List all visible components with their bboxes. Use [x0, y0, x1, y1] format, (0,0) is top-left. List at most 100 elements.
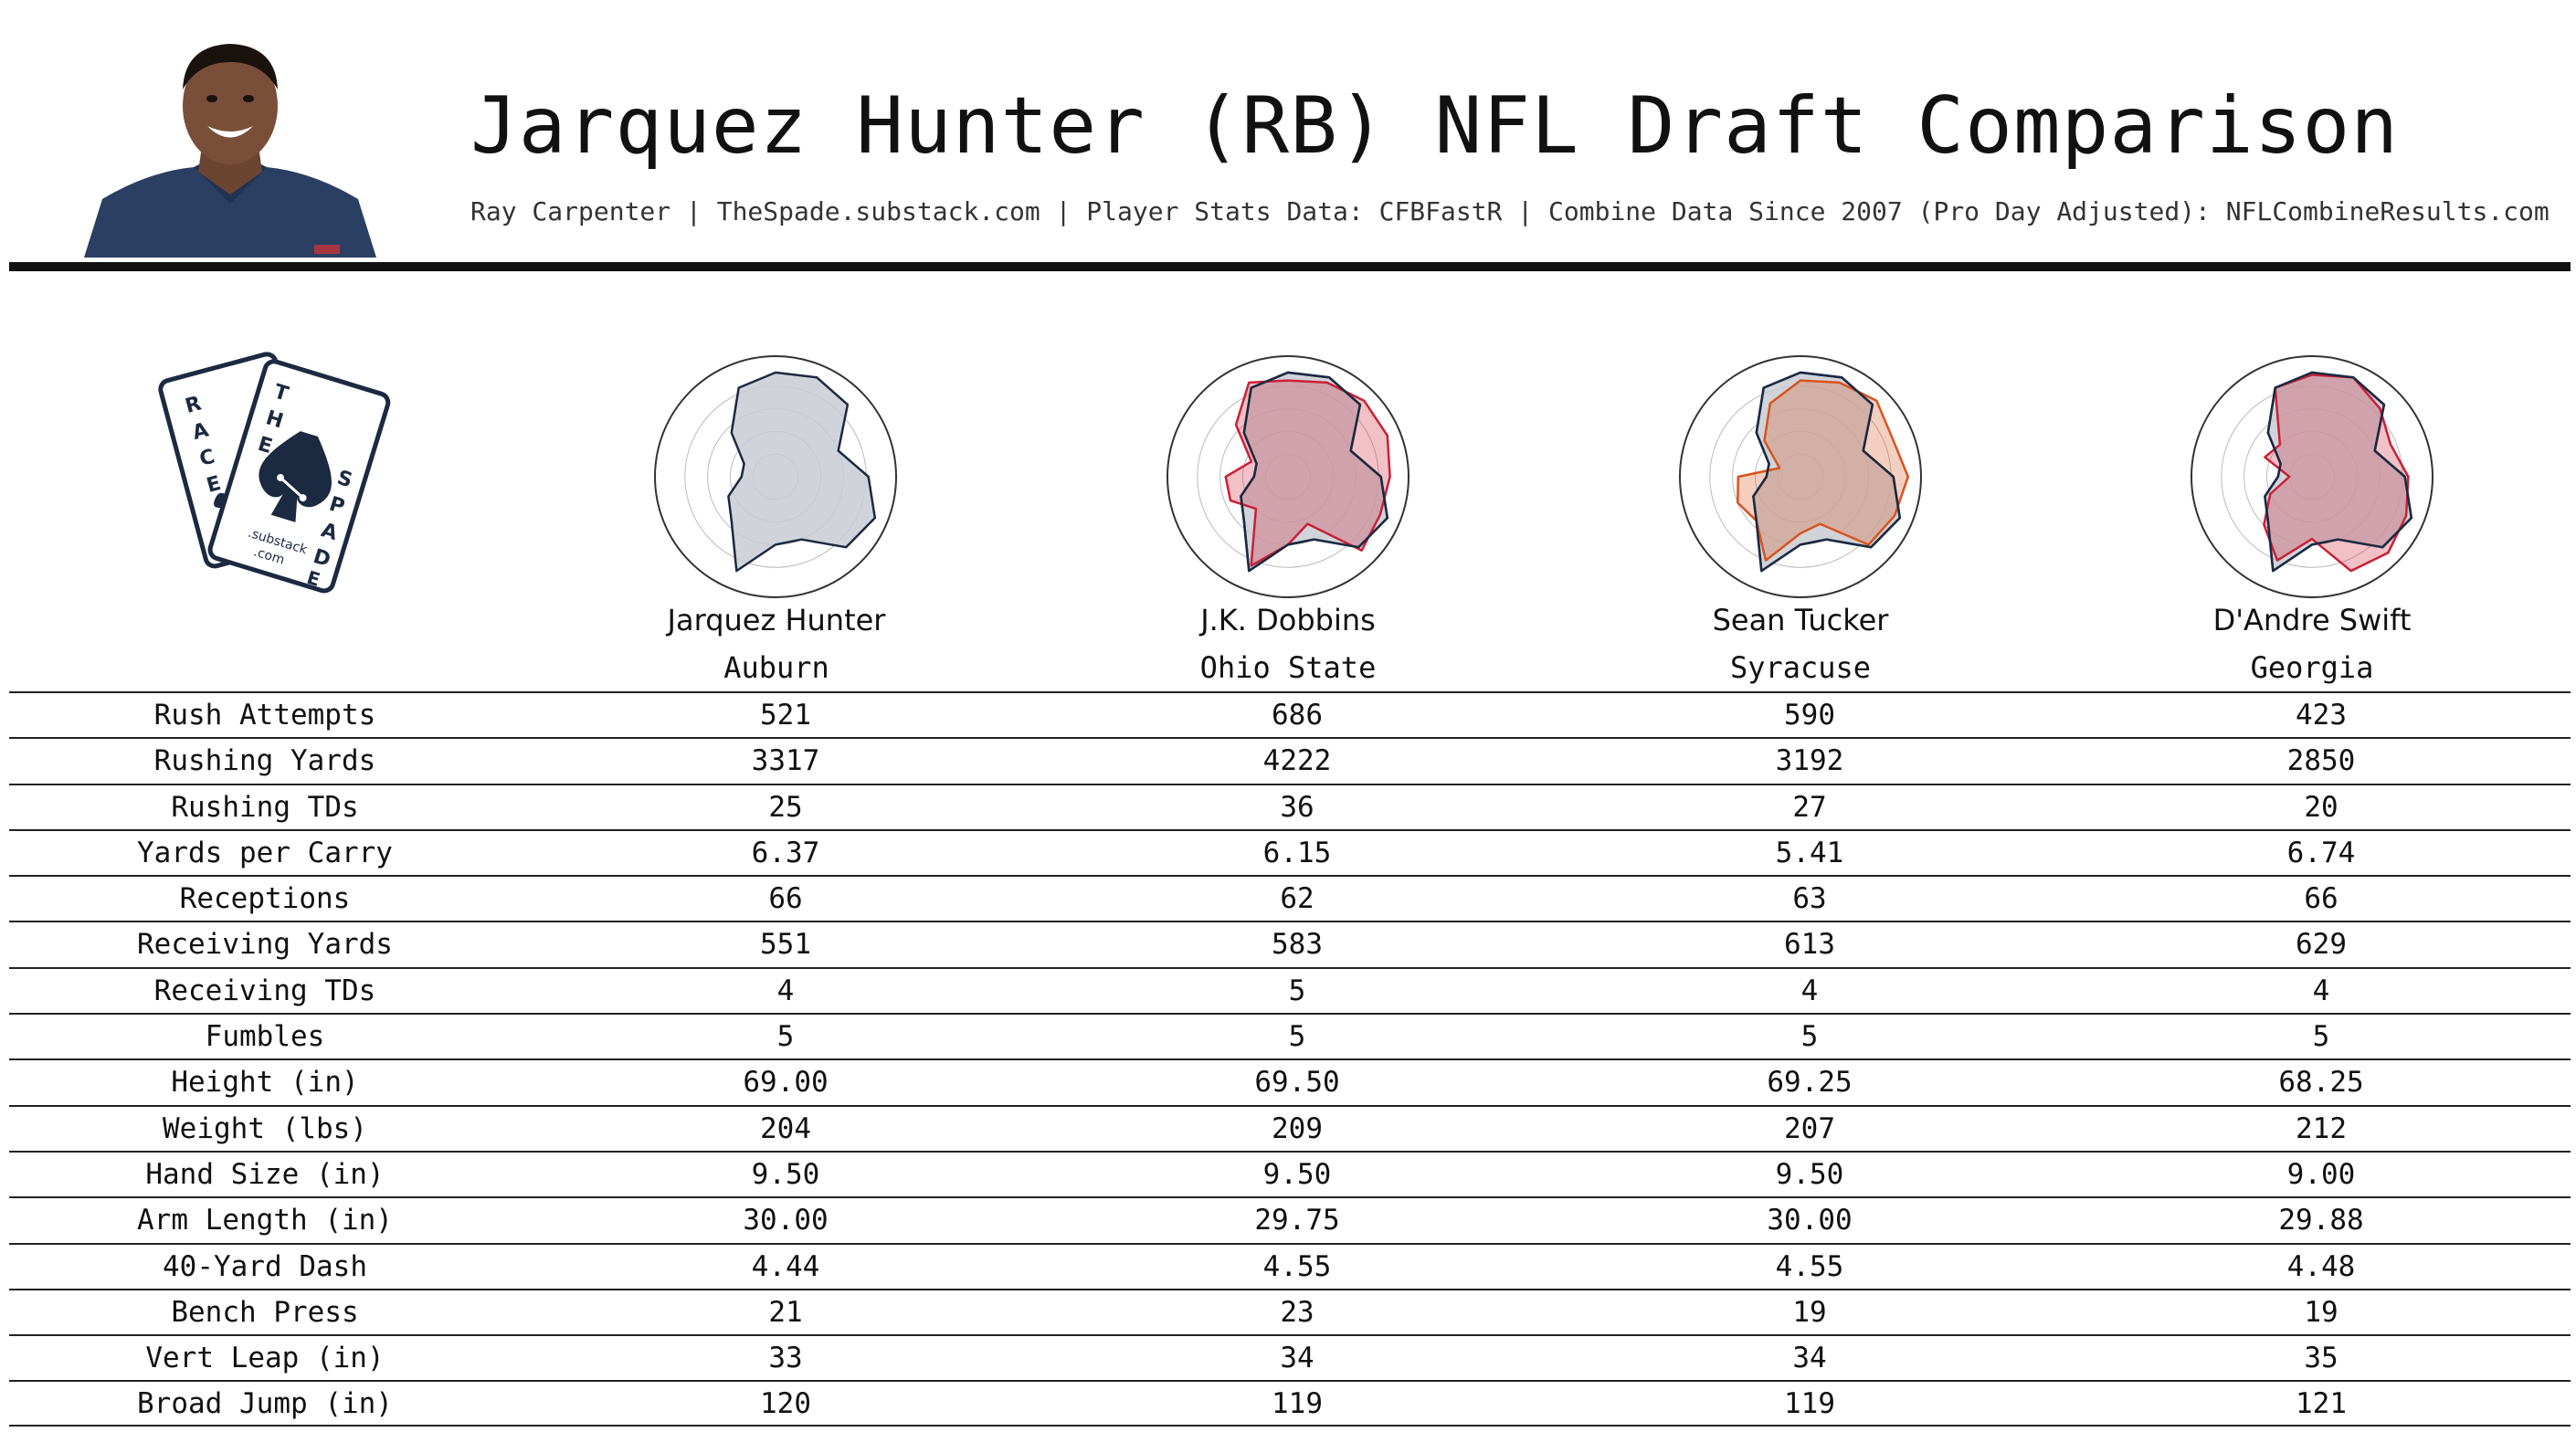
table-row: Rushing TDs 25 36 27 20 — [9, 783, 2571, 829]
player-name: Jarquez Hunter — [667, 603, 886, 637]
stat-value: 6.15 — [1262, 836, 1332, 869]
stat-value: 6.37 — [751, 836, 820, 869]
radar-series-reference-outline — [1752, 371, 1902, 573]
radar-series-comparison — [1737, 379, 1910, 562]
stat-value: 6.74 — [2286, 836, 2356, 869]
stat-value: 590 — [1784, 699, 1835, 732]
logo-letter-a2: A — [319, 519, 341, 545]
stat-value: 36 — [1280, 790, 1314, 824]
stat-value: 613 — [1784, 928, 1835, 962]
radar-panel-3 — [1663, 352, 1937, 616]
stat-value: 521 — [760, 699, 811, 732]
page-subtitle: Ray Carpenter | TheSpade.substack.com | … — [470, 196, 2550, 226]
stat-label: Rushing TDs — [171, 790, 359, 824]
stats-table: Rush Attempts 521 686 590 423 Rushing Ya… — [9, 691, 2571, 1427]
logo-letter-a: A — [190, 418, 211, 445]
stat-value: 119 — [1272, 1387, 1323, 1421]
stat-value: 423 — [2296, 699, 2347, 732]
stat-value: 2850 — [2286, 744, 2356, 778]
stat-label: Broad Jump (in) — [137, 1387, 393, 1421]
player-school: Georgia — [2250, 650, 2374, 685]
header-divider — [9, 262, 2571, 271]
stat-value: 4.55 — [1262, 1249, 1332, 1283]
stat-value: 629 — [2296, 928, 2347, 962]
stat-value: 4.48 — [2286, 1249, 2356, 1283]
stat-value: 4 — [1800, 974, 1819, 1007]
radar-chart — [2191, 355, 2433, 598]
radar-chart — [1167, 355, 1409, 598]
logo-letter-r: R — [183, 392, 204, 418]
stat-value: 30.00 — [743, 1204, 829, 1237]
stat-value: 209 — [1272, 1111, 1323, 1145]
logo-letter-e3: E — [304, 566, 322, 591]
stat-label: 40-Yard Dash — [163, 1249, 367, 1283]
stat-value: 4.55 — [1775, 1249, 1844, 1283]
stat-value: 5 — [2312, 1020, 2330, 1054]
stat-value: 62 — [1280, 882, 1314, 916]
player-name: Sean Tucker — [1712, 603, 1889, 637]
table-row: Hand Size (in) 9.50 9.50 9.50 9.00 — [9, 1150, 2571, 1196]
table-row: Fumbles 5 5 5 5 — [9, 1013, 2571, 1058]
stat-value: 30.00 — [1767, 1204, 1853, 1237]
logo-letter-e2: E — [255, 433, 275, 458]
stat-value: 34 — [1792, 1342, 1827, 1375]
stat-value: 686 — [1272, 699, 1323, 732]
stat-value: 20 — [2304, 790, 2338, 824]
stat-value: 4.44 — [751, 1249, 820, 1283]
stat-value: 19 — [1792, 1295, 1827, 1329]
page-title: Jarquez Hunter (RB) NFL Draft Comparison — [470, 80, 2400, 172]
stat-value: 68.25 — [2278, 1066, 2364, 1100]
stat-value: 5 — [1288, 1020, 1306, 1054]
stat-label: Fumbles — [205, 1020, 325, 1054]
stat-label: Vert Leap (in) — [145, 1342, 385, 1375]
stat-value: 66 — [768, 882, 803, 916]
stat-label: Rushing Yards — [153, 744, 376, 778]
stat-value: 33 — [768, 1342, 803, 1375]
stat-value: 120 — [760, 1387, 811, 1421]
stat-value: 35 — [2304, 1342, 2338, 1375]
radar-series-reference — [727, 371, 877, 573]
radar-chart — [654, 355, 897, 598]
stat-value: 23 — [1280, 1295, 1314, 1329]
player-headshot — [75, 35, 385, 258]
table-row: Receiving TDs 4 5 4 4 — [9, 966, 2571, 1013]
stat-value: 204 — [760, 1111, 811, 1145]
stat-value: 69.00 — [743, 1066, 829, 1100]
table-row: Bench Press 21 23 19 19 — [9, 1288, 2571, 1334]
player-name: D'Andre Swift — [2212, 603, 2412, 637]
player-headshot-illustration — [84, 44, 376, 258]
stat-label: Yards per Carry — [137, 836, 393, 869]
stat-label: Receiving TDs — [153, 974, 376, 1007]
stat-label: Arm Length (in) — [137, 1204, 393, 1237]
stat-value: 66 — [2304, 882, 2338, 916]
stat-value: 9.50 — [751, 1157, 820, 1191]
radar-series-comparison — [2263, 374, 2410, 573]
stat-value: 583 — [1272, 928, 1323, 962]
player-school: Ohio State — [1199, 650, 1377, 685]
stat-value: 121 — [2296, 1387, 2347, 1421]
stat-label: Receiving Yards — [137, 928, 393, 962]
radar-panel-2 — [1151, 352, 1425, 616]
table-row: Rush Attempts 521 686 590 423 — [9, 691, 2571, 737]
logo-letter-e: E — [205, 472, 224, 498]
radar-panel-4 — [2175, 352, 2449, 616]
table-row: Broad Jump (in) 120 119 119 121 — [9, 1380, 2571, 1427]
stat-value: 212 — [2296, 1111, 2347, 1145]
logo-letter-s: S — [334, 467, 354, 493]
stat-value: 5.41 — [1775, 836, 1844, 869]
stat-value: 551 — [760, 928, 811, 962]
stat-value: 27 — [1792, 790, 1827, 824]
stat-label: Height (in) — [171, 1066, 359, 1100]
stat-value: 4 — [2312, 974, 2330, 1007]
stat-value: 5 — [776, 1020, 795, 1054]
player-name: J.K. Dobbins — [1200, 603, 1376, 637]
stat-value: 5 — [1288, 974, 1306, 1007]
stat-value: 69.50 — [1254, 1066, 1340, 1100]
stat-label: Weight (lbs) — [163, 1111, 367, 1145]
radar-chart — [1679, 355, 1922, 598]
table-row: Rushing Yards 3317 4222 3192 2850 — [9, 737, 2571, 783]
table-row: Vert Leap (in) 33 34 34 35 — [9, 1334, 2571, 1380]
stat-value: 5 — [1800, 1020, 1819, 1054]
stat-value: 29.75 — [1254, 1204, 1340, 1237]
stat-label: Hand Size (in) — [145, 1157, 385, 1191]
